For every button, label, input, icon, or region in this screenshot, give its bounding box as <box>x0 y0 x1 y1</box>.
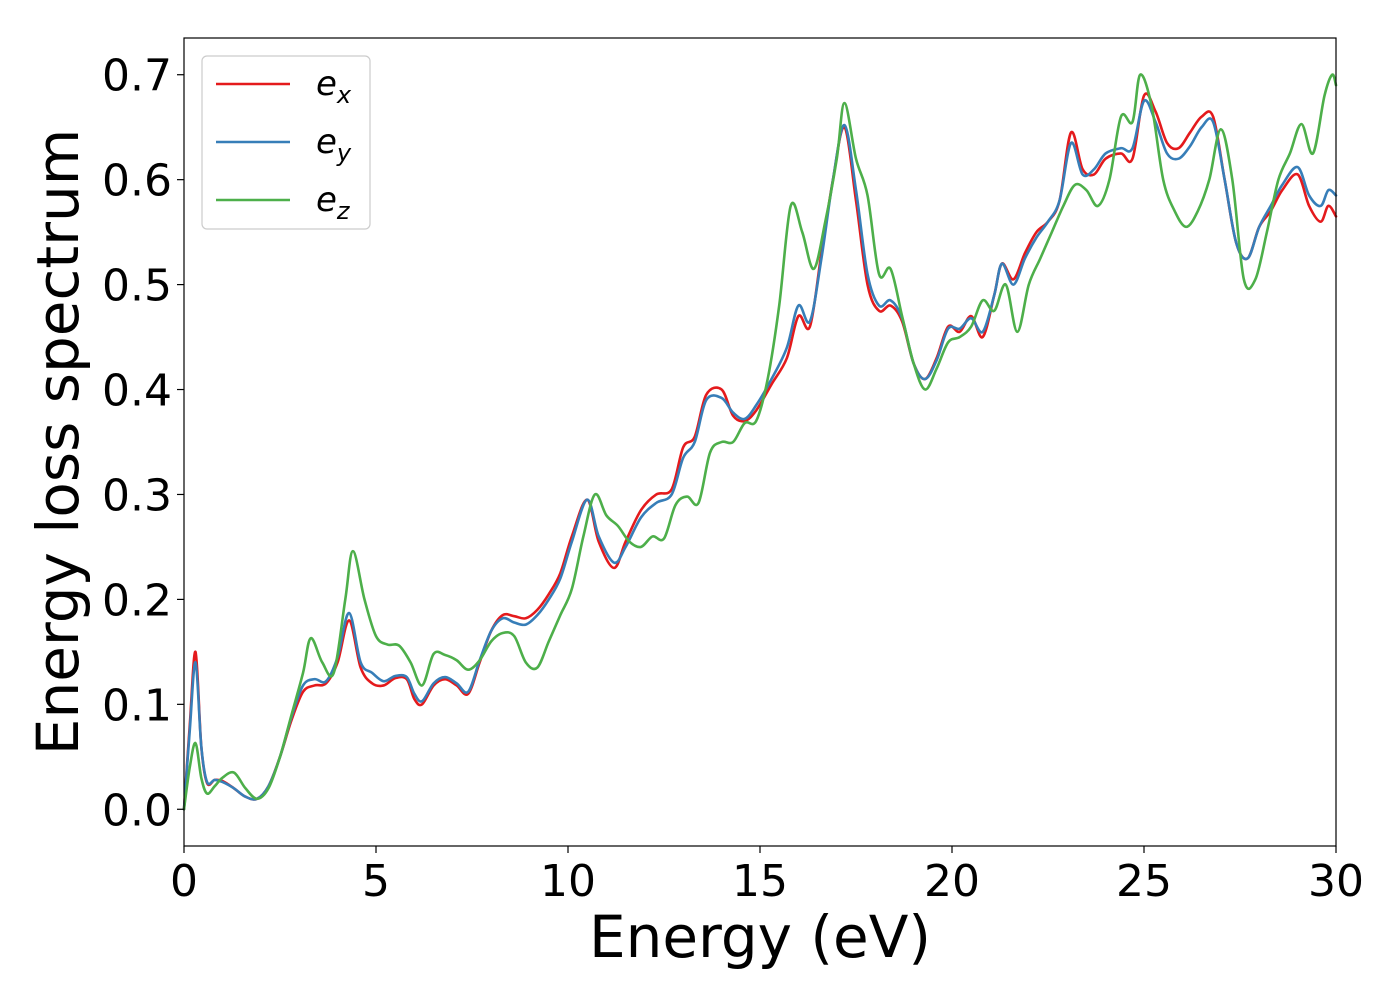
y-tick-label: 0.1 <box>102 680 172 731</box>
y-tick-label: 0.6 <box>102 156 172 207</box>
legend-label-x: ex <box>316 64 352 109</box>
y-tick-label: 0.3 <box>102 470 172 521</box>
x-tick-label: 15 <box>732 856 788 907</box>
y-tick-label: 0.5 <box>102 261 172 312</box>
legend: ex ey ez <box>201 55 371 230</box>
y-tick-label: 0.7 <box>102 51 172 102</box>
series-layer <box>182 73 1338 811</box>
y-tick-label: 0.4 <box>102 366 172 417</box>
x-tick-label: 10 <box>540 856 596 907</box>
y-tick-label: 0.0 <box>102 785 172 836</box>
y-axis-title: Energy loss spectrum <box>24 129 92 755</box>
y-tick-label: 0.2 <box>102 575 172 626</box>
x-tick-label: 5 <box>362 856 390 907</box>
legend-label-y: ey <box>316 122 352 167</box>
legend-label-z: ez <box>316 180 351 225</box>
x-axis-ticks: 0 5 10 15 20 25 30 <box>170 846 1364 907</box>
x-tick-label: 30 <box>1308 856 1364 907</box>
y-axis-ticks: 0.0 0.1 0.2 0.3 0.4 0.5 0.6 0.7 <box>102 51 184 836</box>
x-axis-title: Energy (eV) <box>589 903 931 971</box>
series-line-y <box>182 98 1338 811</box>
x-tick-label: 25 <box>1116 856 1172 907</box>
series-line-z <box>182 73 1338 811</box>
x-tick-label: 20 <box>924 856 980 907</box>
x-tick-label: 0 <box>170 856 198 907</box>
